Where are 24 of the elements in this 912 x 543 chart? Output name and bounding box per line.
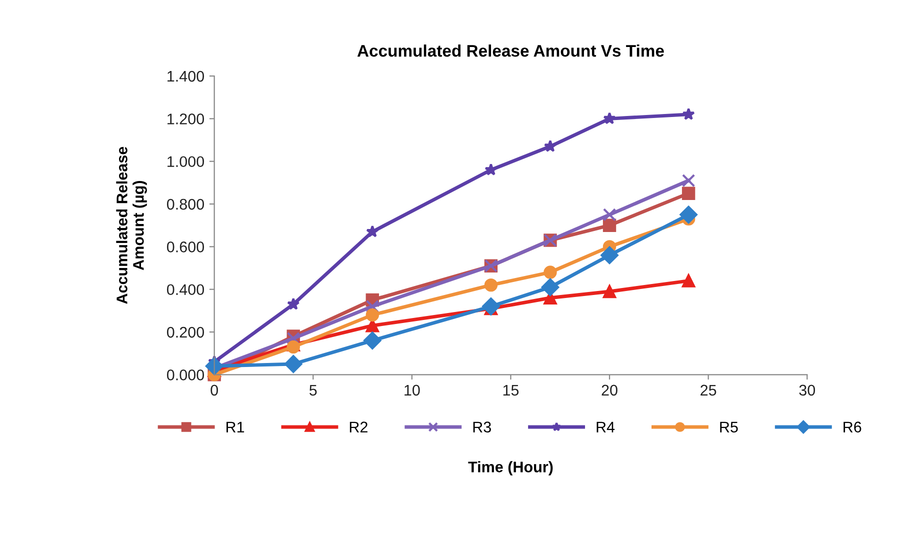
y-tick-label: 0.400 xyxy=(166,284,204,296)
legend-label: R2 xyxy=(350,422,368,432)
x-tick-label: 30 xyxy=(799,384,816,396)
y-tick-label: 1.200 xyxy=(168,114,204,124)
legend-label: R1 xyxy=(226,422,244,432)
x-axis-title: Time (Hour) xyxy=(468,461,553,476)
y-tick-label: 0.800 xyxy=(166,198,204,210)
x-tick-label: 0 xyxy=(210,384,218,396)
legend-label: R3 xyxy=(473,422,491,432)
x-tick-label: 5 xyxy=(309,384,317,396)
y-axis-title: Accumulated Release Amount (µg) xyxy=(116,146,147,304)
y-tick-label: 0.600 xyxy=(166,242,204,252)
x-tick-label: 25 xyxy=(700,384,716,396)
x-tick-label: 20 xyxy=(602,384,618,396)
y-tick-label: 1.000 xyxy=(168,156,204,168)
y-tick-label: 0.200 xyxy=(166,326,204,338)
x-tick-label: 15 xyxy=(503,384,519,396)
y-tick-label: 0.000 xyxy=(166,370,204,380)
chart-title: Accumulated Release Amount Vs Time xyxy=(357,44,664,57)
legend-label: R4 xyxy=(596,422,615,432)
legend-label: R6 xyxy=(844,422,862,432)
x-tick-label: 10 xyxy=(404,384,420,396)
y-tick-label: 1.400 xyxy=(168,70,204,82)
legend-label: R5 xyxy=(720,422,738,432)
